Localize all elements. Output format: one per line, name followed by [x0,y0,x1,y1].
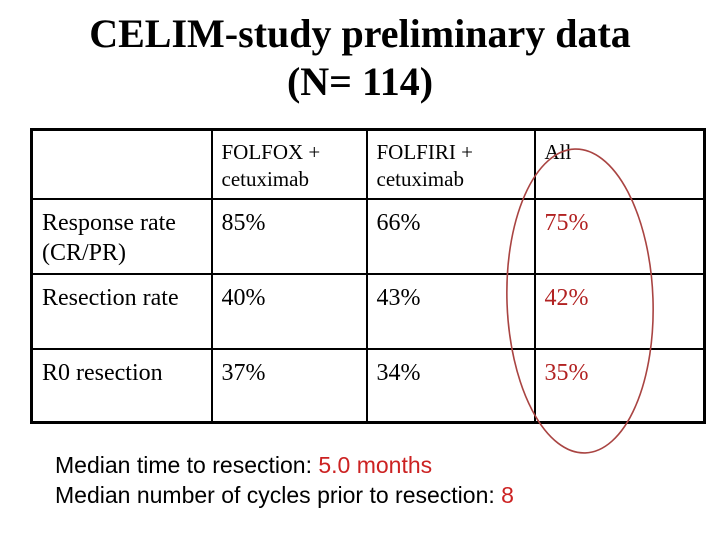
table-row: R0 resection 37% 34% 35% [30,348,706,424]
header-cell-folfox: FOLFOX + cetuximab [210,128,368,200]
row-label-response-rate: Response rate (CR/PR) [30,198,213,275]
cell-response-folfiri: 66% [365,198,536,275]
cell-resection-all: 42% [533,273,706,350]
table-header-row: FOLFOX + cetuximab FOLFIRI + cetuximab A… [30,128,706,200]
slide-title-line1: CELIM-study preliminary data [89,11,631,56]
note-median-cycles-value: 8 [501,482,514,508]
table-row: Resection rate 40% 43% 42% [30,273,706,350]
header-cell-folfiri: FOLFIRI + cetuximab [365,128,536,200]
cell-r0-folfiri: 34% [365,348,536,424]
results-table: FOLFOX + cetuximab FOLFIRI + cetuximab A… [30,128,706,424]
note-median-cycles: Median number of cycles prior to resecti… [55,480,514,510]
header-cell-empty [30,128,213,200]
note-median-time: Median time to resection: 5.0 months [55,450,514,480]
cell-resection-folfox: 40% [210,273,368,350]
note-median-cycles-text: Median number of cycles prior to resecti… [55,482,502,508]
note-median-time-value: 5.0 months [318,452,433,478]
cell-resection-folfiri: 43% [365,273,536,350]
cell-r0-folfox: 37% [210,348,368,424]
header-cell-all: All [533,128,706,200]
cell-r0-all: 35% [533,348,706,424]
note-median-time-text: Median time to resection: [55,452,319,478]
cell-response-folfox: 85% [210,198,368,275]
cell-response-all: 75% [533,198,706,275]
table-row: Response rate (CR/PR) 85% 66% 75% [30,198,706,275]
row-label-resection-rate: Resection rate [30,273,213,350]
slide-title-line2: (N= 114) [286,59,434,104]
slide-title: CELIM-study preliminary data (N= 114) [0,10,720,106]
row-label-r0-resection: R0 resection [30,348,213,424]
footnotes: Median time to resection: 5.0 months Med… [55,450,514,510]
